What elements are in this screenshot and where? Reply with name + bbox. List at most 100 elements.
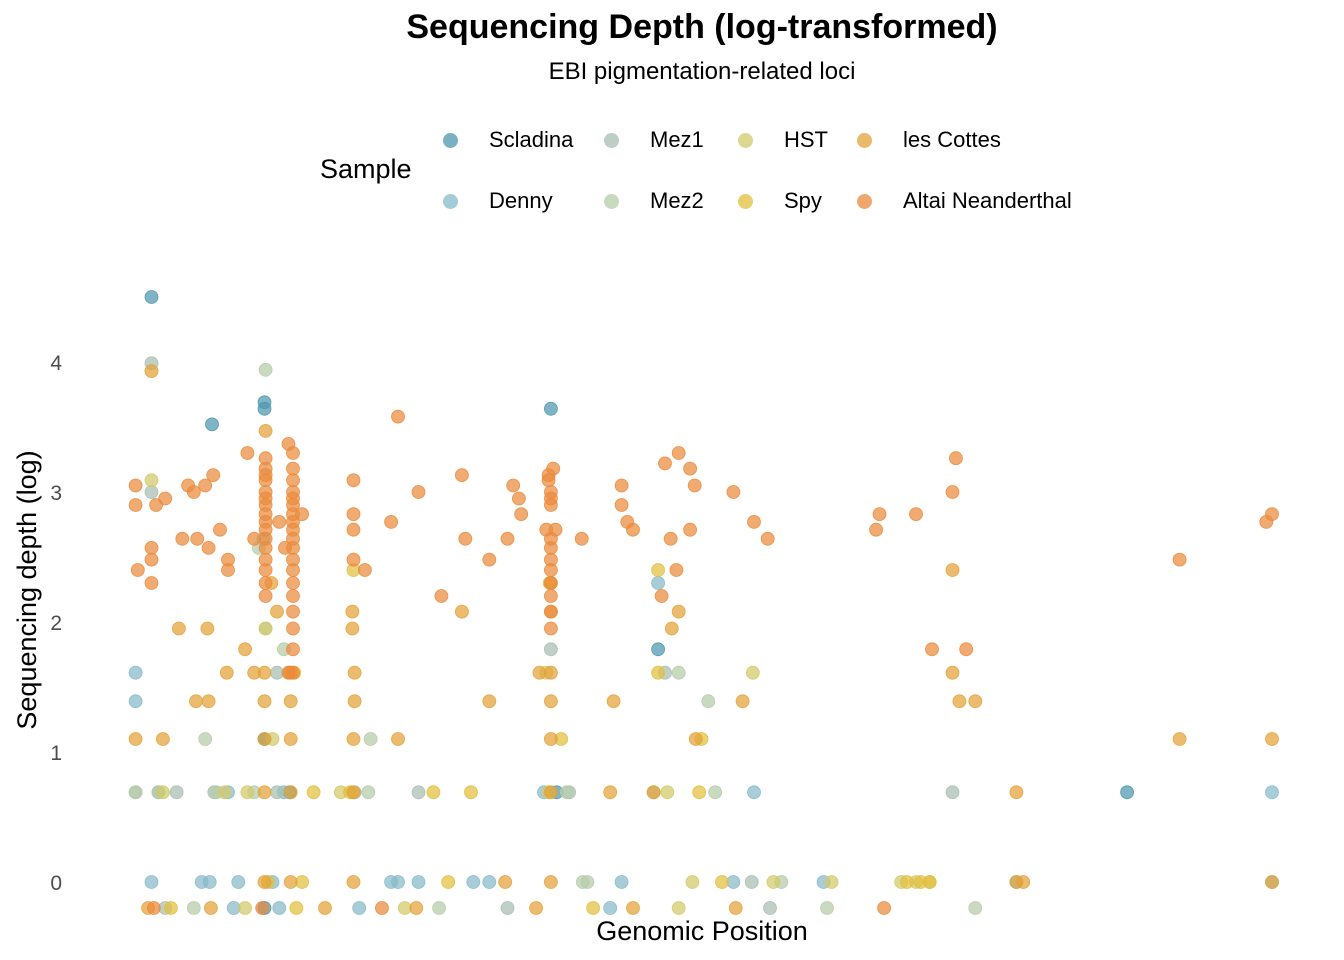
data-point bbox=[144, 552, 159, 567]
data-point bbox=[500, 901, 515, 915]
data-point bbox=[201, 541, 216, 555]
legend-dot-icon bbox=[604, 193, 619, 209]
data-point bbox=[189, 694, 203, 709]
legend-label: les Cottes bbox=[903, 127, 1001, 152]
data-point bbox=[434, 589, 449, 603]
data-point bbox=[529, 901, 543, 915]
data-point bbox=[683, 461, 697, 476]
data-point bbox=[688, 732, 703, 746]
data-point bbox=[347, 694, 362, 709]
legend-item-mez1: Mez1 bbox=[604, 125, 704, 155]
data-point bbox=[144, 485, 159, 499]
data-point bbox=[346, 732, 361, 746]
data-point bbox=[258, 576, 273, 590]
data-point bbox=[146, 901, 161, 915]
data-point bbox=[200, 621, 215, 636]
data-point bbox=[158, 491, 173, 506]
data-point bbox=[544, 621, 558, 636]
data-point bbox=[763, 901, 777, 915]
y-tick-label: 0 bbox=[50, 872, 62, 895]
data-point bbox=[949, 451, 963, 466]
data-point bbox=[651, 563, 665, 577]
data-points bbox=[128, 290, 1279, 915]
data-point bbox=[544, 732, 558, 746]
data-point bbox=[221, 563, 235, 577]
data-point bbox=[544, 541, 558, 555]
data-point bbox=[361, 785, 376, 800]
data-point bbox=[346, 507, 361, 521]
data-point bbox=[1265, 785, 1279, 800]
y-tick-label: 1 bbox=[50, 742, 62, 765]
data-point bbox=[544, 563, 558, 577]
data-point bbox=[671, 604, 686, 619]
legend-label: Altai Neanderthal bbox=[903, 188, 1072, 213]
legend-label: HST bbox=[784, 127, 828, 152]
data-point bbox=[128, 498, 143, 512]
data-point bbox=[745, 665, 760, 680]
data-point bbox=[283, 694, 298, 709]
data-point bbox=[454, 468, 469, 483]
data-point bbox=[128, 732, 143, 746]
data-point bbox=[544, 642, 558, 657]
series-les-cottes bbox=[128, 364, 1279, 915]
y-tick-label: 2 bbox=[50, 612, 62, 635]
data-point bbox=[766, 875, 781, 889]
data-point bbox=[155, 732, 170, 746]
data-point bbox=[603, 901, 618, 915]
data-point bbox=[603, 785, 618, 800]
data-point bbox=[257, 785, 272, 800]
data-point bbox=[544, 576, 558, 590]
data-point bbox=[206, 468, 221, 483]
data-point bbox=[128, 478, 143, 493]
data-point bbox=[701, 694, 716, 709]
data-point bbox=[454, 604, 469, 619]
data-point bbox=[255, 901, 270, 915]
data-point bbox=[544, 694, 558, 709]
legend-dot-icon bbox=[443, 193, 458, 209]
data-point bbox=[411, 785, 426, 800]
data-point bbox=[544, 498, 558, 512]
data-point bbox=[925, 642, 939, 657]
data-point bbox=[660, 785, 675, 800]
data-point bbox=[286, 642, 300, 657]
data-point bbox=[482, 552, 497, 567]
data-point bbox=[626, 901, 640, 915]
data-point bbox=[346, 522, 361, 537]
data-point bbox=[144, 364, 159, 379]
data-point bbox=[544, 665, 558, 680]
legend-dot-icon bbox=[738, 132, 753, 148]
series-altai-neanderthal bbox=[128, 409, 1279, 915]
data-point bbox=[190, 531, 205, 546]
data-point bbox=[286, 576, 300, 590]
data-point bbox=[281, 665, 296, 680]
chart-title: Sequencing Depth (log-transformed) bbox=[406, 8, 998, 46]
data-point bbox=[482, 694, 497, 709]
data-point bbox=[432, 901, 447, 915]
data-point bbox=[347, 665, 362, 680]
data-point bbox=[346, 473, 361, 488]
data-point bbox=[685, 875, 700, 889]
data-point bbox=[646, 785, 661, 800]
data-point bbox=[654, 589, 669, 603]
legend-dot-icon bbox=[738, 193, 753, 209]
data-point bbox=[257, 401, 272, 416]
data-point bbox=[900, 875, 914, 889]
data-point bbox=[728, 901, 743, 915]
data-point bbox=[1172, 552, 1187, 567]
data-point bbox=[663, 531, 678, 546]
data-point bbox=[968, 901, 983, 915]
data-point bbox=[1016, 875, 1031, 889]
y-tick-label: 4 bbox=[50, 352, 62, 375]
data-point bbox=[514, 507, 529, 521]
data-point bbox=[959, 642, 974, 657]
legend-dot-icon bbox=[604, 132, 619, 148]
data-point bbox=[283, 732, 298, 746]
data-point bbox=[651, 642, 665, 657]
data-point bbox=[286, 621, 300, 636]
data-point bbox=[544, 401, 558, 416]
data-point bbox=[257, 875, 272, 889]
data-point bbox=[257, 665, 272, 680]
data-point bbox=[357, 563, 372, 577]
data-point bbox=[375, 901, 389, 915]
